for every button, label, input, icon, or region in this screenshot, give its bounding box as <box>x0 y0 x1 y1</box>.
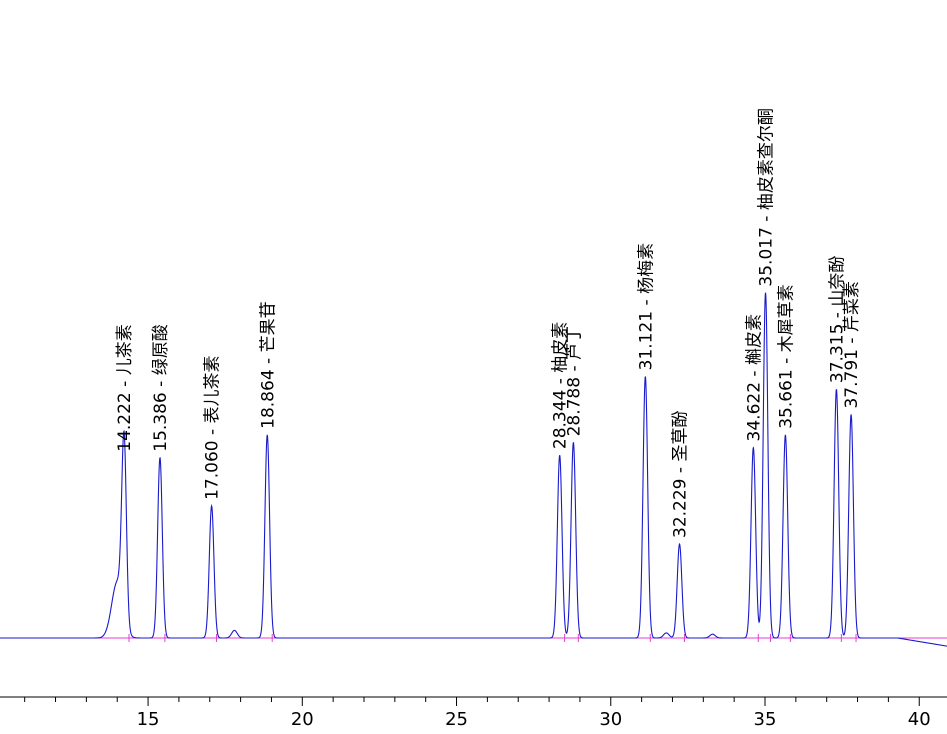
x-tick-label: 25 <box>445 709 468 730</box>
peak-label: 35.661 - 木犀草素 <box>776 284 796 428</box>
chromatogram-trace <box>0 292 947 647</box>
x-tick-label: 35 <box>754 709 777 730</box>
peak-label: 28.788 - 芦丁 <box>564 326 584 436</box>
peak-label: 37.791 - 芹菜素 <box>842 281 862 408</box>
x-axis: 15 20 25 30 35 40 <box>0 696 947 730</box>
x-tick-label: 30 <box>599 709 622 730</box>
peak-label-layer: 14.222 - 儿茶素 15.386 - 绿原酸 17.060 - 表儿茶素 18.… <box>115 108 862 538</box>
peak-label: 17.060 - 表儿茶素 <box>203 355 223 499</box>
x-tick-label: 15 <box>137 709 160 730</box>
peak-label: 37.315 - 山奈酚 <box>827 256 847 383</box>
peak-label: 28.344 - 柚皮素 <box>551 322 571 449</box>
peak-marker-layer <box>128 634 857 642</box>
trace-layer <box>0 292 947 647</box>
peak-label: 32.229 - 圣草酚 <box>671 411 691 538</box>
peak-label: 35.017 - 柚皮素查尔酮 <box>756 108 776 286</box>
peak-label: 18.864 - 芒果苷 <box>258 301 278 428</box>
peak-label: 14.222 - 儿茶素 <box>115 324 135 451</box>
peak-label: 34.622 - 槲皮素 <box>744 314 764 441</box>
x-tick-label: 20 <box>291 709 314 730</box>
peak-label: 15.386 - 绿原酸 <box>151 324 171 451</box>
peak-label: 31.121 - 杨梅素 <box>636 243 656 370</box>
x-tick-label: 40 <box>908 709 931 730</box>
